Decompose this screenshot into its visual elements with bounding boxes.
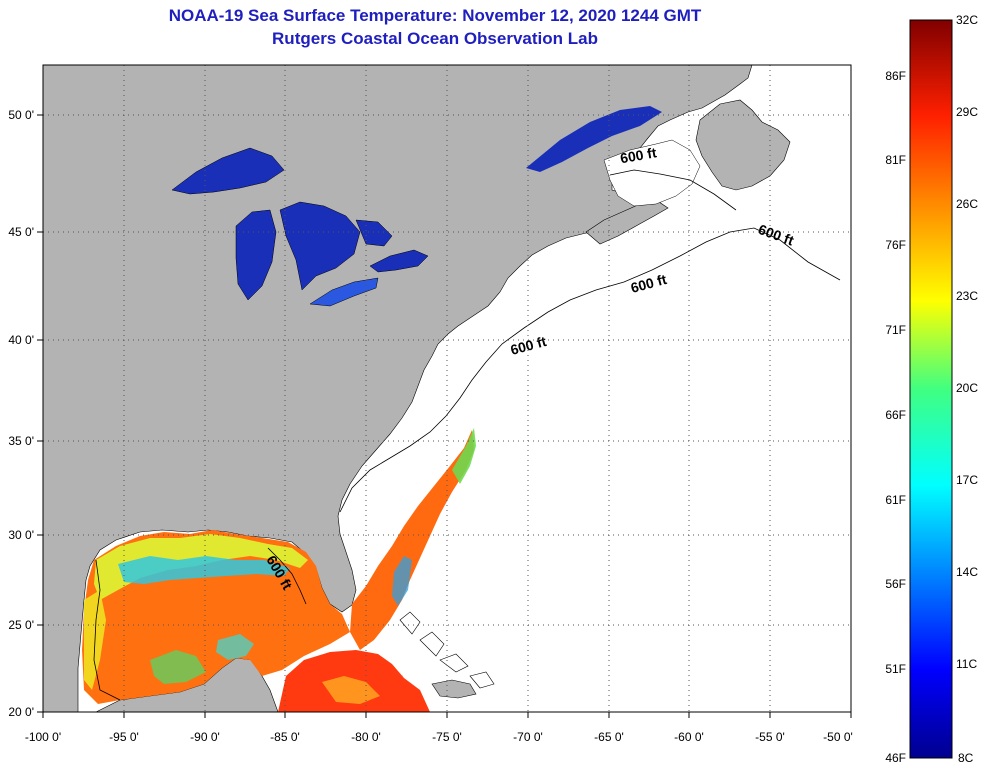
bahamas-outlines: [399, 611, 495, 689]
colorbar-c-label: 11C: [956, 657, 977, 671]
axis-ticks: [37, 114, 852, 718]
colorbar-c-label: 32C: [956, 13, 978, 27]
colorbar-f-label: 51F: [885, 662, 906, 676]
colorbar-f-label: 86F: [885, 69, 906, 83]
colorbar-f-label: 56F: [885, 577, 906, 591]
lon-label: -60 0': [674, 730, 704, 744]
lon-label: -70 0': [513, 730, 543, 744]
lat-label: 25 0': [8, 618, 34, 632]
lon-label: -50 0': [823, 730, 853, 744]
colorbar-c-label: 29C: [956, 105, 978, 119]
colorbar-f-label: 71F: [885, 323, 906, 337]
contour-label: 600 ft: [619, 144, 658, 166]
colorbar-f-label: 81F: [885, 153, 906, 167]
lat-label: 30 0': [8, 528, 34, 542]
lat-label: 40 0': [8, 333, 34, 347]
colorbar-f-label: 46F: [885, 751, 906, 765]
colorbar: [909, 19, 953, 759]
lat-label: 45 0': [8, 225, 34, 239]
longitude-labels: -100 0' -95 0' -90 0' -85 0' -80 0' -75 …: [25, 730, 853, 744]
map-subtitle: Rutgers Coastal Ocean Observation Lab: [272, 29, 598, 48]
sst-gulf-green-patch: [150, 650, 206, 684]
map-title: NOAA-19 Sea Surface Temperature: Novembe…: [168, 6, 702, 25]
lat-label: 35 0': [8, 434, 34, 448]
lon-label: -85 0': [270, 730, 300, 744]
sst-florida-shelf: [392, 556, 412, 606]
land-nova-scotia: [585, 199, 669, 245]
colorbar-c-label: 17C: [956, 473, 978, 487]
sst-gulf-cool-patches: [118, 556, 290, 584]
colorbar-c-labels: 32C 29C 26C 23C 20C 17C 14C 11C 8C: [956, 13, 978, 765]
colorbar-c-label: 23C: [956, 289, 978, 303]
lon-label: -65 0': [594, 730, 624, 744]
lon-label: -80 0': [351, 730, 381, 744]
colorbar-f-label: 76F: [885, 238, 906, 252]
colorbar-c-label: 26C: [956, 197, 978, 211]
lon-label: -90 0': [190, 730, 220, 744]
lon-label: -75 0': [432, 730, 462, 744]
lat-label: 20 0': [8, 705, 34, 719]
land-newfoundland: [695, 99, 791, 191]
land-hispaniola: [431, 679, 477, 699]
isobath-600ft: [93, 169, 841, 701]
colorbar-f-label: 61F: [885, 493, 906, 507]
colorbar-f-labels: 86F 81F 76F 71F 66F 61F 56F 51F 46F: [885, 69, 906, 765]
great-lakes: [171, 147, 429, 307]
sst-gulf-south-cyan: [216, 634, 254, 660]
sst-caribbean-cool: [322, 676, 380, 704]
sst-gulf-stream-green: [452, 428, 476, 484]
colorbar-c-label: 8C: [958, 751, 974, 765]
lon-label: -95 0': [109, 730, 139, 744]
lat-label: 50 0': [8, 108, 34, 122]
lon-label: -100 0': [25, 730, 61, 744]
st-lawrence-water: [526, 106, 662, 172]
colorbar-f-label: 66F: [885, 408, 906, 422]
lon-label: -55 0': [755, 730, 785, 744]
sst-gulf-shelf-cool: [94, 534, 308, 600]
sst-gulf-stream: [350, 430, 474, 650]
latitude-labels: 50 0' 45 0' 40 0' 35 0' 30 0' 25 0' 20 0…: [8, 108, 34, 719]
colorbar-c-label: 14C: [956, 565, 978, 579]
colorbar-c-label: 20C: [956, 381, 978, 395]
